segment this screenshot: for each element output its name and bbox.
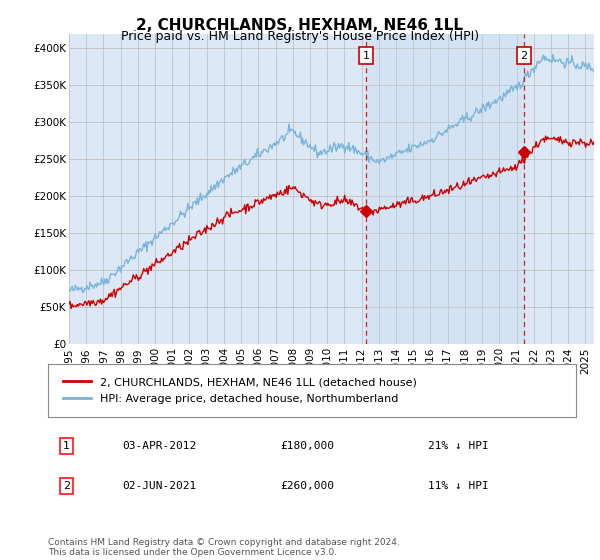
Text: 1: 1 (362, 51, 370, 61)
Text: 2: 2 (520, 51, 527, 61)
Text: 02-JUN-2021: 02-JUN-2021 (122, 481, 196, 491)
Text: £260,000: £260,000 (280, 481, 334, 491)
Text: Contains HM Land Registry data © Crown copyright and database right 2024.
This d: Contains HM Land Registry data © Crown c… (48, 538, 400, 557)
Text: 1: 1 (63, 441, 70, 451)
Text: 2: 2 (63, 481, 70, 491)
Text: 11% ↓ HPI: 11% ↓ HPI (428, 481, 489, 491)
Text: 2, CHURCHLANDS, HEXHAM, NE46 1LL: 2, CHURCHLANDS, HEXHAM, NE46 1LL (137, 18, 464, 33)
Text: £180,000: £180,000 (280, 441, 334, 451)
Text: Price paid vs. HM Land Registry's House Price Index (HPI): Price paid vs. HM Land Registry's House … (121, 30, 479, 43)
Bar (366, 34, 524, 344)
Text: 03-APR-2012: 03-APR-2012 (122, 441, 196, 451)
Text: 21% ↓ HPI: 21% ↓ HPI (428, 441, 489, 451)
Legend: 2, CHURCHLANDS, HEXHAM, NE46 1LL (detached house), HPI: Average price, detached : 2, CHURCHLANDS, HEXHAM, NE46 1LL (detach… (59, 373, 421, 408)
